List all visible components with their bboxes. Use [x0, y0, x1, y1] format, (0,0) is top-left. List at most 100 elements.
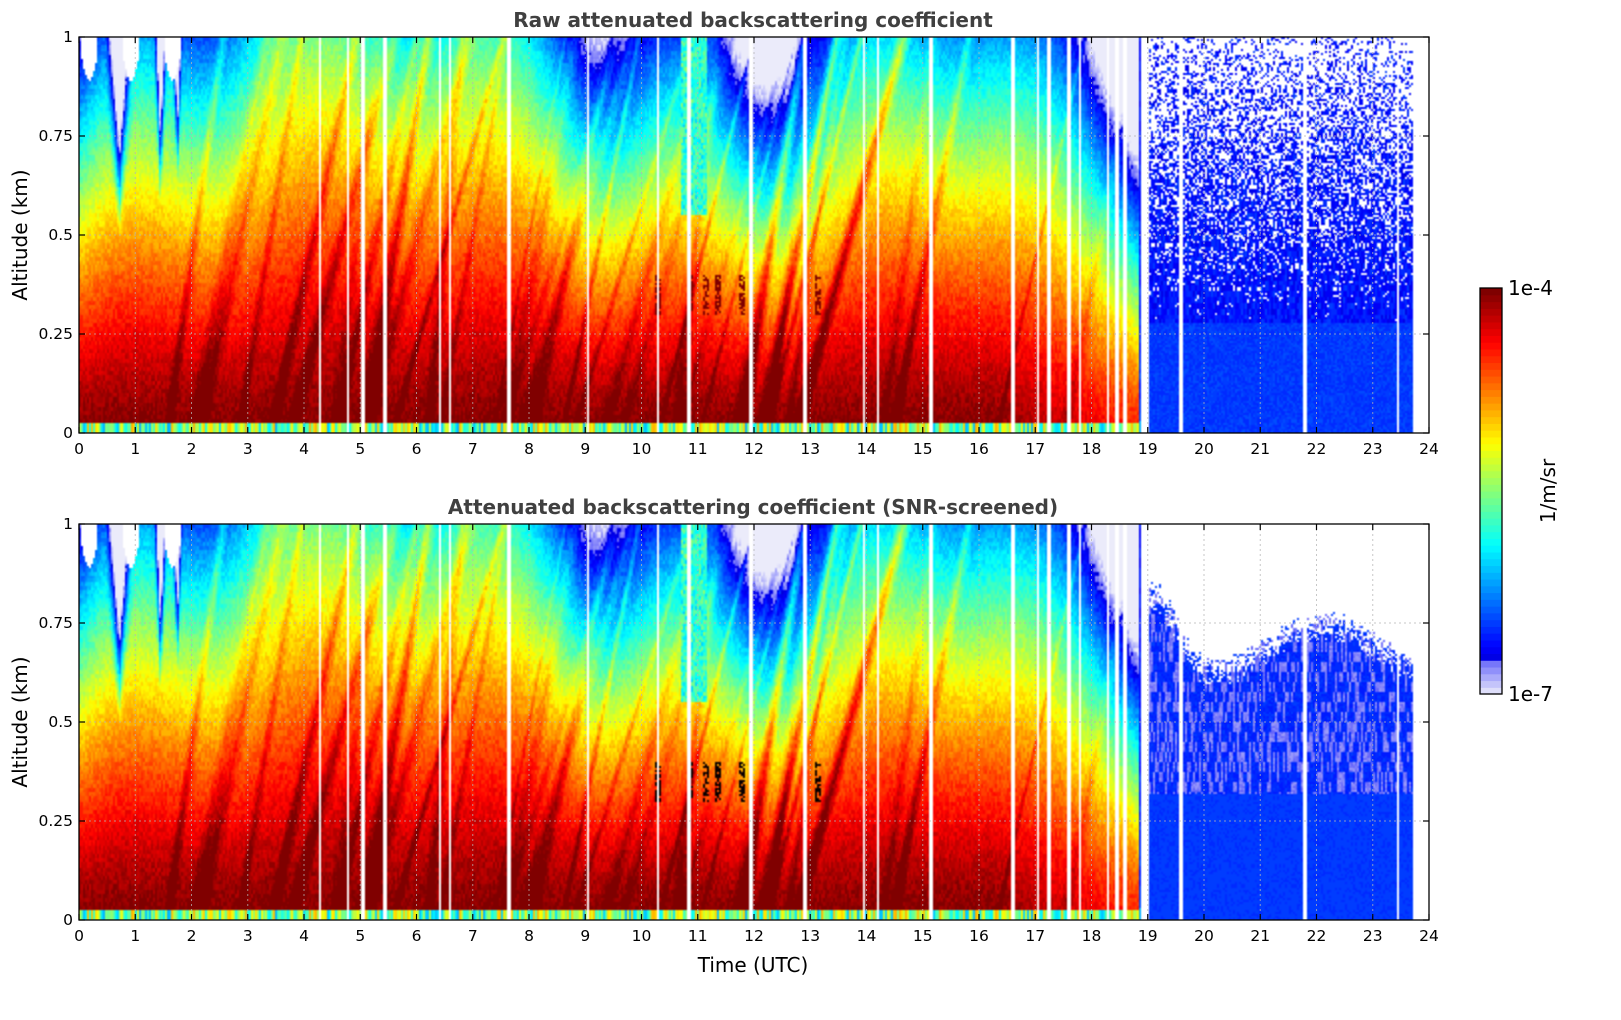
colorbar-step	[1480, 612, 1502, 621]
colorbar-step	[1480, 342, 1502, 350]
y-tick-label: 0.5	[48, 226, 73, 244]
x-tick-label: 15	[913, 440, 933, 458]
bottom-y-ticks: 0 0.25 0.5 0.75 1	[38, 515, 1429, 929]
colorbar-gradient	[1480, 288, 1502, 695]
colorbar-step	[1480, 592, 1502, 600]
x-tick-label: 17	[1025, 927, 1045, 945]
x-tick-label: 20	[1194, 927, 1214, 945]
x-tick-label: 10	[632, 927, 652, 945]
colorbar-step	[1480, 436, 1502, 445]
colorbar-step	[1480, 321, 1502, 330]
x-tick-label: 4	[299, 927, 309, 945]
y-tick-label: 0.75	[38, 127, 73, 145]
y-tick-label: 0.25	[38, 325, 73, 343]
colorbar-step	[1480, 403, 1502, 411]
colorbar-units-label: 1/m/sr	[1536, 458, 1560, 523]
x-tick-label: 20	[1194, 440, 1214, 458]
y-tick-label: 0	[63, 911, 73, 929]
top-x-ticks: 0 1 2 3 4 5 6 7 8 9 10 11 12 13 14 15 16 17 18 19 20 21 22 23 24	[74, 37, 1439, 458]
x-tick-label: 13	[800, 927, 820, 945]
colorbar-step	[1480, 450, 1502, 458]
x-tick-label: 3	[243, 440, 253, 458]
colorbar-step	[1480, 680, 1502, 688]
y-tick-label: 0.25	[38, 812, 73, 830]
x-tick-label: 18	[1082, 440, 1102, 458]
x-tick-label: 13	[800, 440, 820, 458]
colorbar-step	[1480, 524, 1502, 533]
top-y-ticks: 0 0.25 0.5 0.75 1	[38, 28, 1429, 442]
top-grid	[79, 37, 1429, 433]
colorbar-step	[1480, 470, 1502, 479]
colorbar-step	[1480, 477, 1502, 485]
colorbar-step	[1480, 619, 1502, 627]
bottom-x-axis-label: Time (UTC)	[697, 953, 809, 977]
colorbar-step	[1480, 538, 1502, 546]
colorbar-step	[1480, 518, 1502, 526]
x-tick-label: 6	[412, 440, 422, 458]
colorbar-step	[1480, 308, 1502, 316]
top-panel-title: Raw attenuated backscattering coefficien…	[513, 8, 993, 32]
colorbar-step	[1480, 626, 1502, 634]
colorbar-min-label: 1e-7	[1508, 682, 1553, 706]
x-tick-label: 8	[524, 927, 534, 945]
x-tick-label: 10	[632, 440, 652, 458]
x-tick-label: 23	[1363, 440, 1383, 458]
y-tick-label: 1	[63, 515, 73, 533]
x-tick-label: 11	[688, 440, 708, 458]
bottom-panel-title: Attenuated backscattering coefficient (S…	[448, 495, 1058, 519]
y-tick-label: 1	[63, 28, 73, 46]
colorbar-step	[1480, 396, 1502, 404]
colorbar-step	[1480, 430, 1502, 438]
x-tick-label: 18	[1082, 927, 1102, 945]
colorbar-step	[1480, 639, 1502, 648]
y-tick-label: 0.75	[38, 614, 73, 632]
colorbar-step	[1480, 369, 1502, 377]
colorbar-step	[1480, 328, 1502, 336]
x-tick-label: 22	[1307, 440, 1327, 458]
bottom-panel: Attenuated backscattering coefficient (S…	[8, 495, 1439, 977]
x-tick-label: 16	[969, 440, 989, 458]
colorbar-step	[1480, 599, 1502, 607]
colorbar-step	[1480, 491, 1502, 499]
x-tick-label: 22	[1307, 927, 1327, 945]
colorbar-step	[1480, 660, 1502, 668]
colorbar-max-label: 1e-4	[1508, 276, 1553, 300]
y-tick-label: 0.5	[48, 713, 73, 731]
colorbar-step	[1480, 294, 1502, 303]
x-tick-label: 5	[355, 927, 365, 945]
colorbar-step	[1480, 673, 1502, 682]
colorbar-step	[1480, 565, 1502, 573]
colorbar-step	[1480, 551, 1502, 560]
x-tick-label: 7	[468, 440, 478, 458]
colorbar-step	[1480, 423, 1502, 431]
x-tick-label: 17	[1025, 440, 1045, 458]
colorbar-step	[1480, 504, 1502, 512]
x-tick-label: 16	[969, 927, 989, 945]
colorbar-step	[1480, 606, 1502, 614]
x-tick-label: 9	[580, 440, 590, 458]
colorbar-step	[1480, 484, 1502, 492]
colorbar-step	[1480, 511, 1502, 519]
colorbar-step	[1480, 463, 1502, 472]
x-tick-label: 19	[1138, 927, 1158, 945]
colorbar-step	[1480, 355, 1502, 364]
x-tick-label: 0	[74, 927, 84, 945]
x-tick-label: 21	[1250, 927, 1270, 945]
colorbar-step	[1480, 348, 1502, 357]
colorbar-step	[1480, 443, 1502, 451]
colorbar-step	[1480, 362, 1502, 370]
top-y-axis-label: Altitude (km)	[8, 169, 32, 300]
colorbar-step	[1480, 633, 1502, 641]
colorbar-step	[1480, 382, 1502, 391]
colorbar-step	[1480, 416, 1502, 424]
colorbar-step	[1480, 666, 1502, 675]
colorbar-step	[1480, 572, 1502, 580]
colorbar: 1e-4 1e-7 1/m/sr	[1479, 276, 1560, 706]
x-tick-label: 14	[857, 927, 877, 945]
bottom-y-axis-label: Altitude (km)	[8, 656, 32, 787]
x-tick-label: 2	[187, 440, 197, 458]
x-tick-label: 1	[130, 927, 140, 945]
x-tick-label: 9	[580, 927, 590, 945]
bottom-grid	[79, 524, 1429, 920]
x-tick-label: 12	[744, 927, 764, 945]
